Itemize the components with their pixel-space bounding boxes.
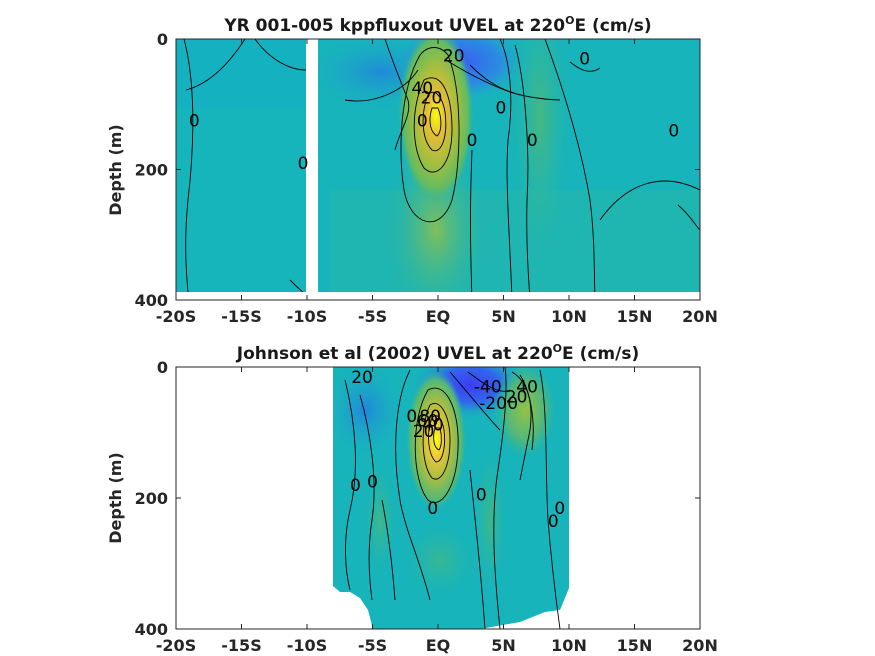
contour-label: 0 [579,50,590,70]
panel-obs-title-main: Johnson et al (2002) UVEL at 220 [236,344,553,364]
y-tick-label: 0 [157,358,168,377]
y-tick-label: 0 [157,30,168,49]
x-tick-label: -5S [358,307,387,326]
missing-band [306,39,318,300]
panel-model-ylabel: Depth (m) [106,124,125,216]
contour-label: 0 [476,486,487,506]
y-tick-label: 400 [135,291,168,310]
x-tick-label: 5N [491,636,516,655]
panel-model: YR 001-005 kppfluxout UVEL at 220OE (cm/… [106,14,718,326]
x-tick-label: 10N [551,307,587,326]
panel-model-title: YR 001-005 kppfluxout UVEL at 220OE (cm/… [223,14,651,36]
contour-label: 0 [548,512,559,532]
contour-label: 0 [367,473,378,493]
panel-obs-field [176,367,700,629]
contour-label: 0 [495,99,506,119]
panel-obs: Johnson et al (2002) UVEL at 220OE (cm/s… [106,342,718,655]
x-tick-label: -5S [358,636,387,655]
panel-model-title-tail: E (cm/s) [574,16,651,36]
contour-label: 0 [189,112,200,132]
panel-model-title-sup: O [565,14,574,27]
contour-label: 0 [527,131,538,151]
x-tick-label: 15N [617,636,653,655]
panel-model-field [176,39,700,300]
contour-label: 20 [421,89,443,109]
contour-label: 60 [417,412,439,432]
contour-label: 20 [506,387,528,407]
y-tick-label: 200 [135,161,168,180]
x-tick-label: -15S [221,636,261,655]
contour-label: 20 [443,46,465,66]
contour-label: 0 [427,499,438,519]
x-tick-label: -10S [287,636,327,655]
panel-obs-contours [344,367,561,629]
contour-label: 0 [406,407,417,427]
x-tick-label: -20S [156,307,196,326]
panel-model-title-main: YR 001-005 kppfluxout UVEL at 220 [223,16,565,36]
x-tick-label: 5N [491,307,516,326]
contour-label: -40 [474,378,502,398]
y-tick-label: 200 [135,489,168,508]
panel-obs-ylabel: Depth (m) [106,452,125,544]
x-tick-label: -20S [156,636,196,655]
contour-label: 80 [419,407,441,427]
x-tick-label: EQ [426,636,451,655]
contour-label: 20 [351,368,373,388]
x-tick-label: -15S [221,307,261,326]
panel-obs-title-tail: E (cm/s) [562,344,639,364]
x-tick-label: 20N [682,636,718,655]
x-tick-label: 20N [682,307,718,326]
contour-label: 0 [668,121,679,141]
panel-obs-title: Johnson et al (2002) UVEL at 220OE (cm/s… [236,342,639,364]
contour-label: 0 [350,476,361,496]
contour-label: 0 [467,131,478,151]
contour-label: 0 [507,394,518,414]
contour-label: 40 [516,378,538,398]
x-tick-label: 10N [551,636,587,655]
contour-label: 40 [422,416,444,436]
x-tick-label: -10S [287,307,327,326]
y-tick-label: 400 [135,620,168,639]
panel-model-contours [183,39,700,300]
x-tick-label: EQ [426,307,451,326]
contour-label: 20 [413,422,435,442]
contour-label: 0 [417,112,428,132]
panel-obs-title-sup: O [553,342,562,355]
contour-label: 0 [554,499,565,519]
contour-label: 0 [298,154,309,174]
x-tick-label: 15N [617,307,653,326]
contour-label: -20 [479,394,507,414]
contour-label: 40 [411,79,433,99]
